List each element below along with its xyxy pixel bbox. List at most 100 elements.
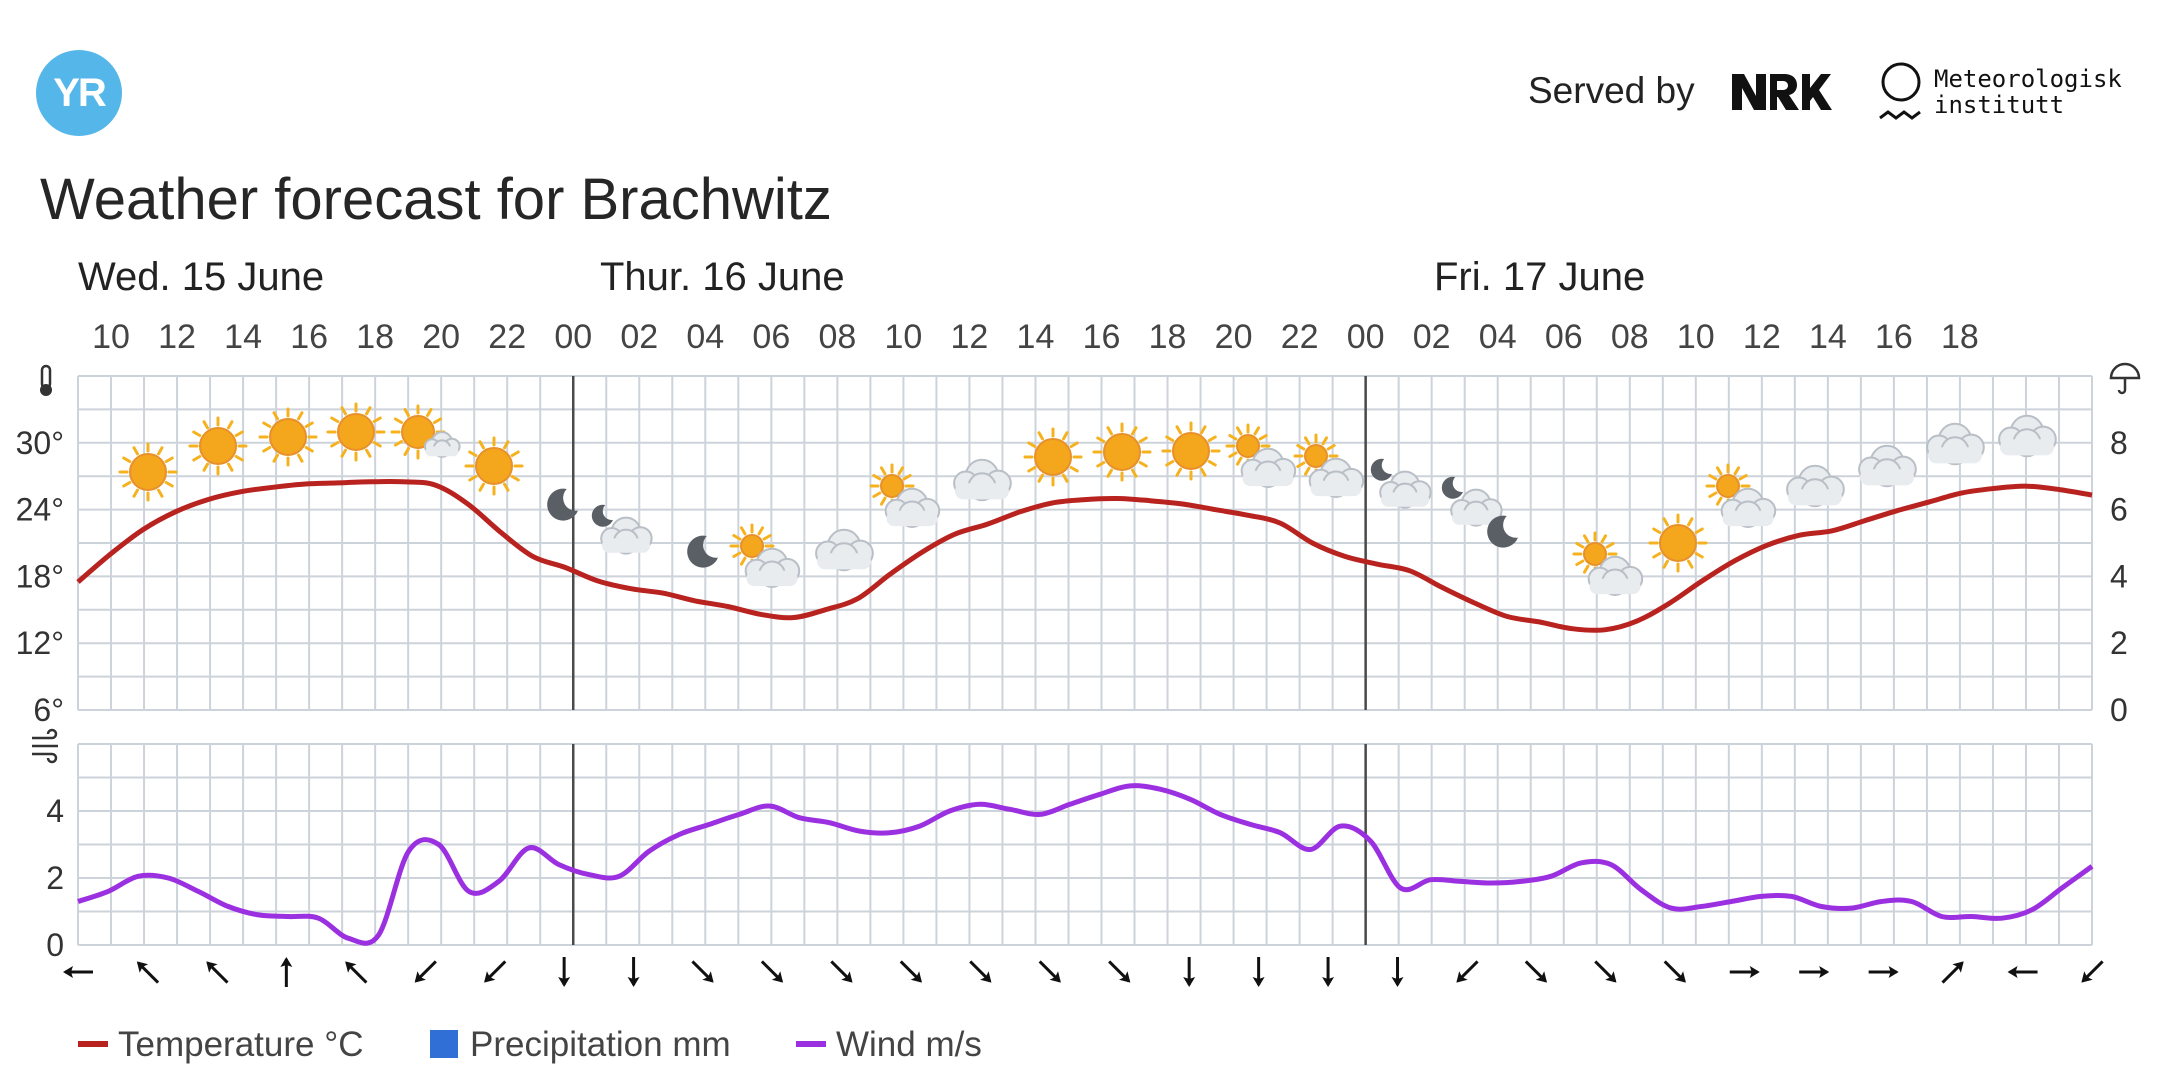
sun-ray [202,462,209,472]
weather-icons [118,402,2057,596]
arrow-right-icon [1729,966,1760,978]
sun-ray [1652,552,1662,559]
sun-ray [1062,431,1069,441]
temperature-tick-label: 30° [16,425,64,461]
arrow-down-right-icon [830,960,853,983]
clear-sky-day-icon [464,436,524,496]
sun-ray [1326,444,1336,451]
hour-label: 18 [1149,318,1187,356]
cloud-base [425,446,459,457]
arrow-down-icon [1252,957,1265,987]
cloud-base [1381,492,1429,507]
hour-label: 08 [818,318,856,356]
cloud-shape [1720,487,1777,528]
wind-stroke [32,728,58,740]
cloudy-icon [953,458,1012,502]
sun-ray [1738,474,1748,481]
partly-cloudy-night-icon [1441,476,1503,527]
legend-label: Wind m/s [836,1025,982,1064]
legend: Temperature °C Precipitation mm Wind m/s [78,1025,982,1064]
hour-label: 04 [1479,318,1517,356]
arrow-right-icon [1868,966,1899,978]
sun-ray [157,446,164,456]
cloud-base [886,510,938,527]
thermometer-bulb [40,384,52,396]
arrow-down-icon [558,957,571,987]
sun-ray [1575,559,1585,566]
sun-ray [304,421,314,428]
sun-ray [122,481,132,488]
sun-ray [1096,436,1106,443]
cloud-shape [1587,555,1644,596]
arrow-down-left-icon [484,960,507,983]
hour-label: 18 [1941,318,1979,356]
sun-ray [1652,527,1662,534]
sun-ray [902,474,912,481]
nrk-logo[interactable] [1730,70,1840,114]
sun-ray [227,420,234,430]
arrow-head [1049,971,1061,983]
sun-ray [740,526,747,536]
arrow-head [980,971,992,983]
arrow-head [1605,971,1617,983]
day-label: Fri. 17 June [1434,255,1645,299]
arrow-down-right-icon [691,960,714,983]
arrow-head [136,961,149,973]
sun-ray [1708,474,1718,481]
sun-ray [1687,559,1694,569]
day-label: Wed. 15 June [78,255,324,299]
arrow-head [1322,977,1335,987]
arrow-head [1674,971,1686,983]
served-by-label: Served by [1528,70,1695,111]
yr-logo[interactable]: YR [36,50,122,136]
day-label: Thur. 16 June [600,255,845,299]
sun-ray [757,526,764,536]
cloudy-icon [1858,444,1917,488]
partly-cloudy-night-icon [591,504,653,555]
hour-label: 14 [1017,318,1055,356]
sun-ray [478,482,485,492]
sun-ray [1694,552,1704,559]
sun-disc [1304,444,1328,468]
wind-tick-label: 2 [46,860,64,896]
sun-disc [199,427,237,465]
sun-ray [1175,467,1182,477]
sun-ray [164,481,174,488]
sun-disc [1716,474,1740,498]
temperature-tick-label: 18° [16,558,64,594]
arrow-head [1952,961,1964,973]
sun-disc [129,453,167,491]
sun-ray [297,411,304,421]
sun-ray [1165,460,1175,467]
sun-ray [1062,473,1069,483]
sun-ray [872,491,882,498]
met-institute-text: Meteorologisk institutt [1934,66,2122,118]
sun-ray [468,450,478,457]
sun-disc [401,415,435,449]
sun-ray [740,556,747,566]
hour-label: 12 [951,318,989,356]
arrow-up-left-icon [136,961,160,984]
legend-item: Wind m/s [796,1025,982,1064]
sun-disc [740,534,764,558]
sun-ray [510,450,520,457]
clear-sky-day-icon [326,402,386,462]
sun-ray [1131,468,1138,478]
sun-ray [202,420,209,430]
sun-ray [1096,461,1106,468]
clear-sky-day-icon [188,416,248,476]
sun-ray [297,453,304,463]
cloud-shape [600,516,653,555]
arrow-left-icon [2007,966,2038,978]
sun-ray [1296,461,1306,468]
legend-item: Precipitation mm [430,1025,731,1064]
sun-ray [372,416,382,423]
arrow-down-left-icon [2081,960,2104,983]
temperature-tick-label: 24° [16,492,64,528]
met-institute-logo[interactable] [1876,60,1926,130]
sun-ray [1583,534,1590,544]
arrow-head [484,971,496,983]
arrow-head [1391,977,1404,987]
sun-disc [1659,524,1697,562]
